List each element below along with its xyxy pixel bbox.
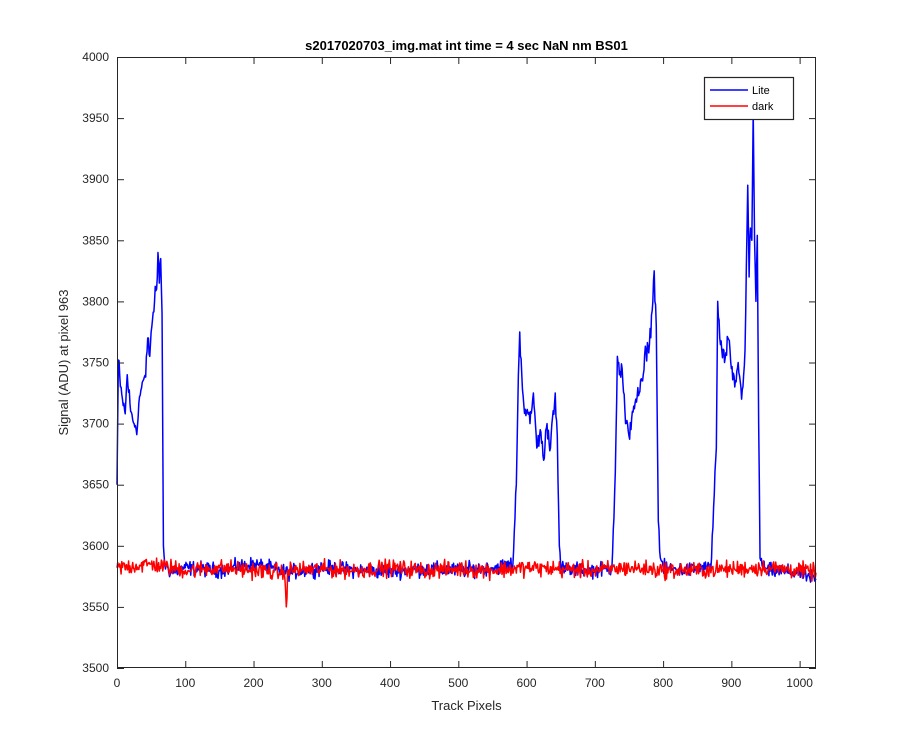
x-tick-label: 100 <box>175 676 195 690</box>
y-tick-label: 3650 <box>82 478 109 492</box>
x-tick-label: 800 <box>653 676 673 690</box>
x-tick-label: 700 <box>585 676 605 690</box>
chart-title: s2017020703_img.mat int time = 4 sec NaN… <box>305 38 628 53</box>
x-tick-label: 400 <box>380 676 400 690</box>
y-tick-label: 3600 <box>82 539 109 553</box>
x-tick-label: 600 <box>517 676 537 690</box>
legend-label-lite: Lite <box>752 85 770 97</box>
x-tick-label: 0 <box>114 676 121 690</box>
legend: Lite dark <box>703 76 795 121</box>
y-tick-label: 3850 <box>82 233 109 247</box>
y-tick-label: 3700 <box>82 417 109 431</box>
plot-area: 0 100 200 300 400 500 600 700 800 900 1000 3500 355… <box>82 50 817 690</box>
x-tick-label: 500 <box>448 676 468 690</box>
y-axis-label: Signal (ADU) at pixel 963 <box>56 290 71 436</box>
legend-label-dark: dark <box>752 101 774 113</box>
series-line-dark <box>116 557 817 608</box>
y-tick-label: 3800 <box>82 294 109 308</box>
x-tick-label: 200 <box>244 676 264 690</box>
series-layer <box>116 111 817 608</box>
x-tick-label: 1000 <box>786 676 813 690</box>
x-axis-label: Track Pixels <box>431 698 502 713</box>
x-tick-label: 300 <box>312 676 332 690</box>
legend-box <box>703 76 795 121</box>
y-tick-label: 4000 <box>82 50 109 64</box>
y-tick-label: 3550 <box>82 600 109 614</box>
y-tick-label: 3900 <box>82 172 109 186</box>
x-axis: 0 100 200 300 400 500 600 700 800 900 1000 <box>114 57 813 690</box>
x-tick-label: 900 <box>721 676 741 690</box>
y-tick-label: 3500 <box>82 661 109 675</box>
y-tick-label: 3950 <box>82 111 109 125</box>
y-axis: 3500 3550 3600 3650 3700 3750 3800 3850 3900 3950… <box>82 50 816 675</box>
y-tick-label: 3750 <box>82 356 109 370</box>
